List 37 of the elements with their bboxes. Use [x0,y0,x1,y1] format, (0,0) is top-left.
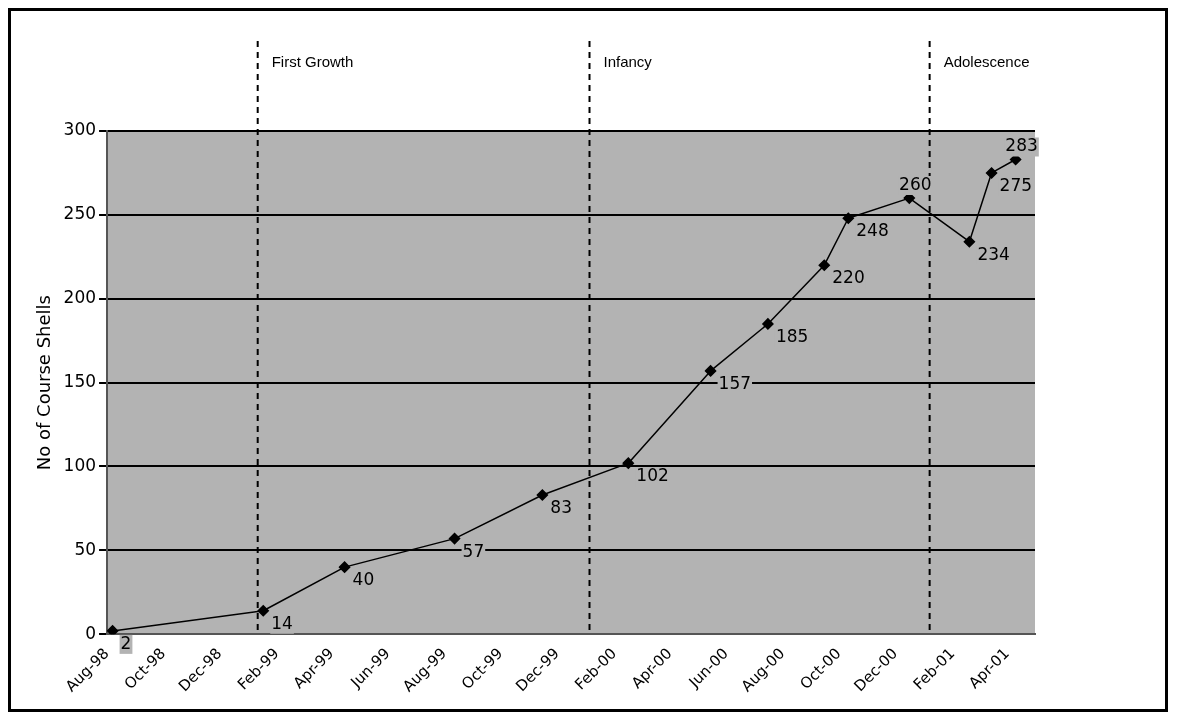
point [704,365,717,377]
data-label: 2 [120,632,132,653]
data-label: 248 [856,220,889,241]
point [818,259,831,271]
data-label: 260 [899,174,932,195]
point [963,235,976,248]
y-tick-label: 50 [74,538,97,559]
y-axis-title: No of Course Shells [33,295,55,471]
y-tick-label: 100 [63,454,97,475]
y-tick-label: 200 [63,287,97,308]
point [107,625,119,635]
data-label: 220 [832,267,865,288]
data-label: 102 [636,465,669,486]
y-tick-label: 0 [85,622,97,643]
point [257,605,269,617]
data-label: 157 [718,372,752,393]
data-label: 40 [352,569,375,590]
data-label: 83 [550,496,573,517]
data-label: 283 [1005,135,1038,156]
ref-line-label: First Growth [271,52,354,70]
data-label: 185 [775,325,809,346]
y-tick-label: 150 [63,371,97,392]
ref-line-label: Adolescence [943,52,1030,70]
point [448,532,461,545]
point [762,318,774,330]
point [622,457,635,469]
point [985,167,998,179]
ref-line-label: Infancy [603,52,653,70]
data-label: 234 [977,243,1010,264]
point [842,212,855,224]
data-label: 275 [999,174,1033,195]
data-label: 57 [462,540,485,561]
y-tick-label: 300 [63,119,97,140]
data-label: 14 [271,612,293,633]
point [536,489,549,501]
point [338,561,351,573]
y-tick-label: 250 [63,203,97,224]
